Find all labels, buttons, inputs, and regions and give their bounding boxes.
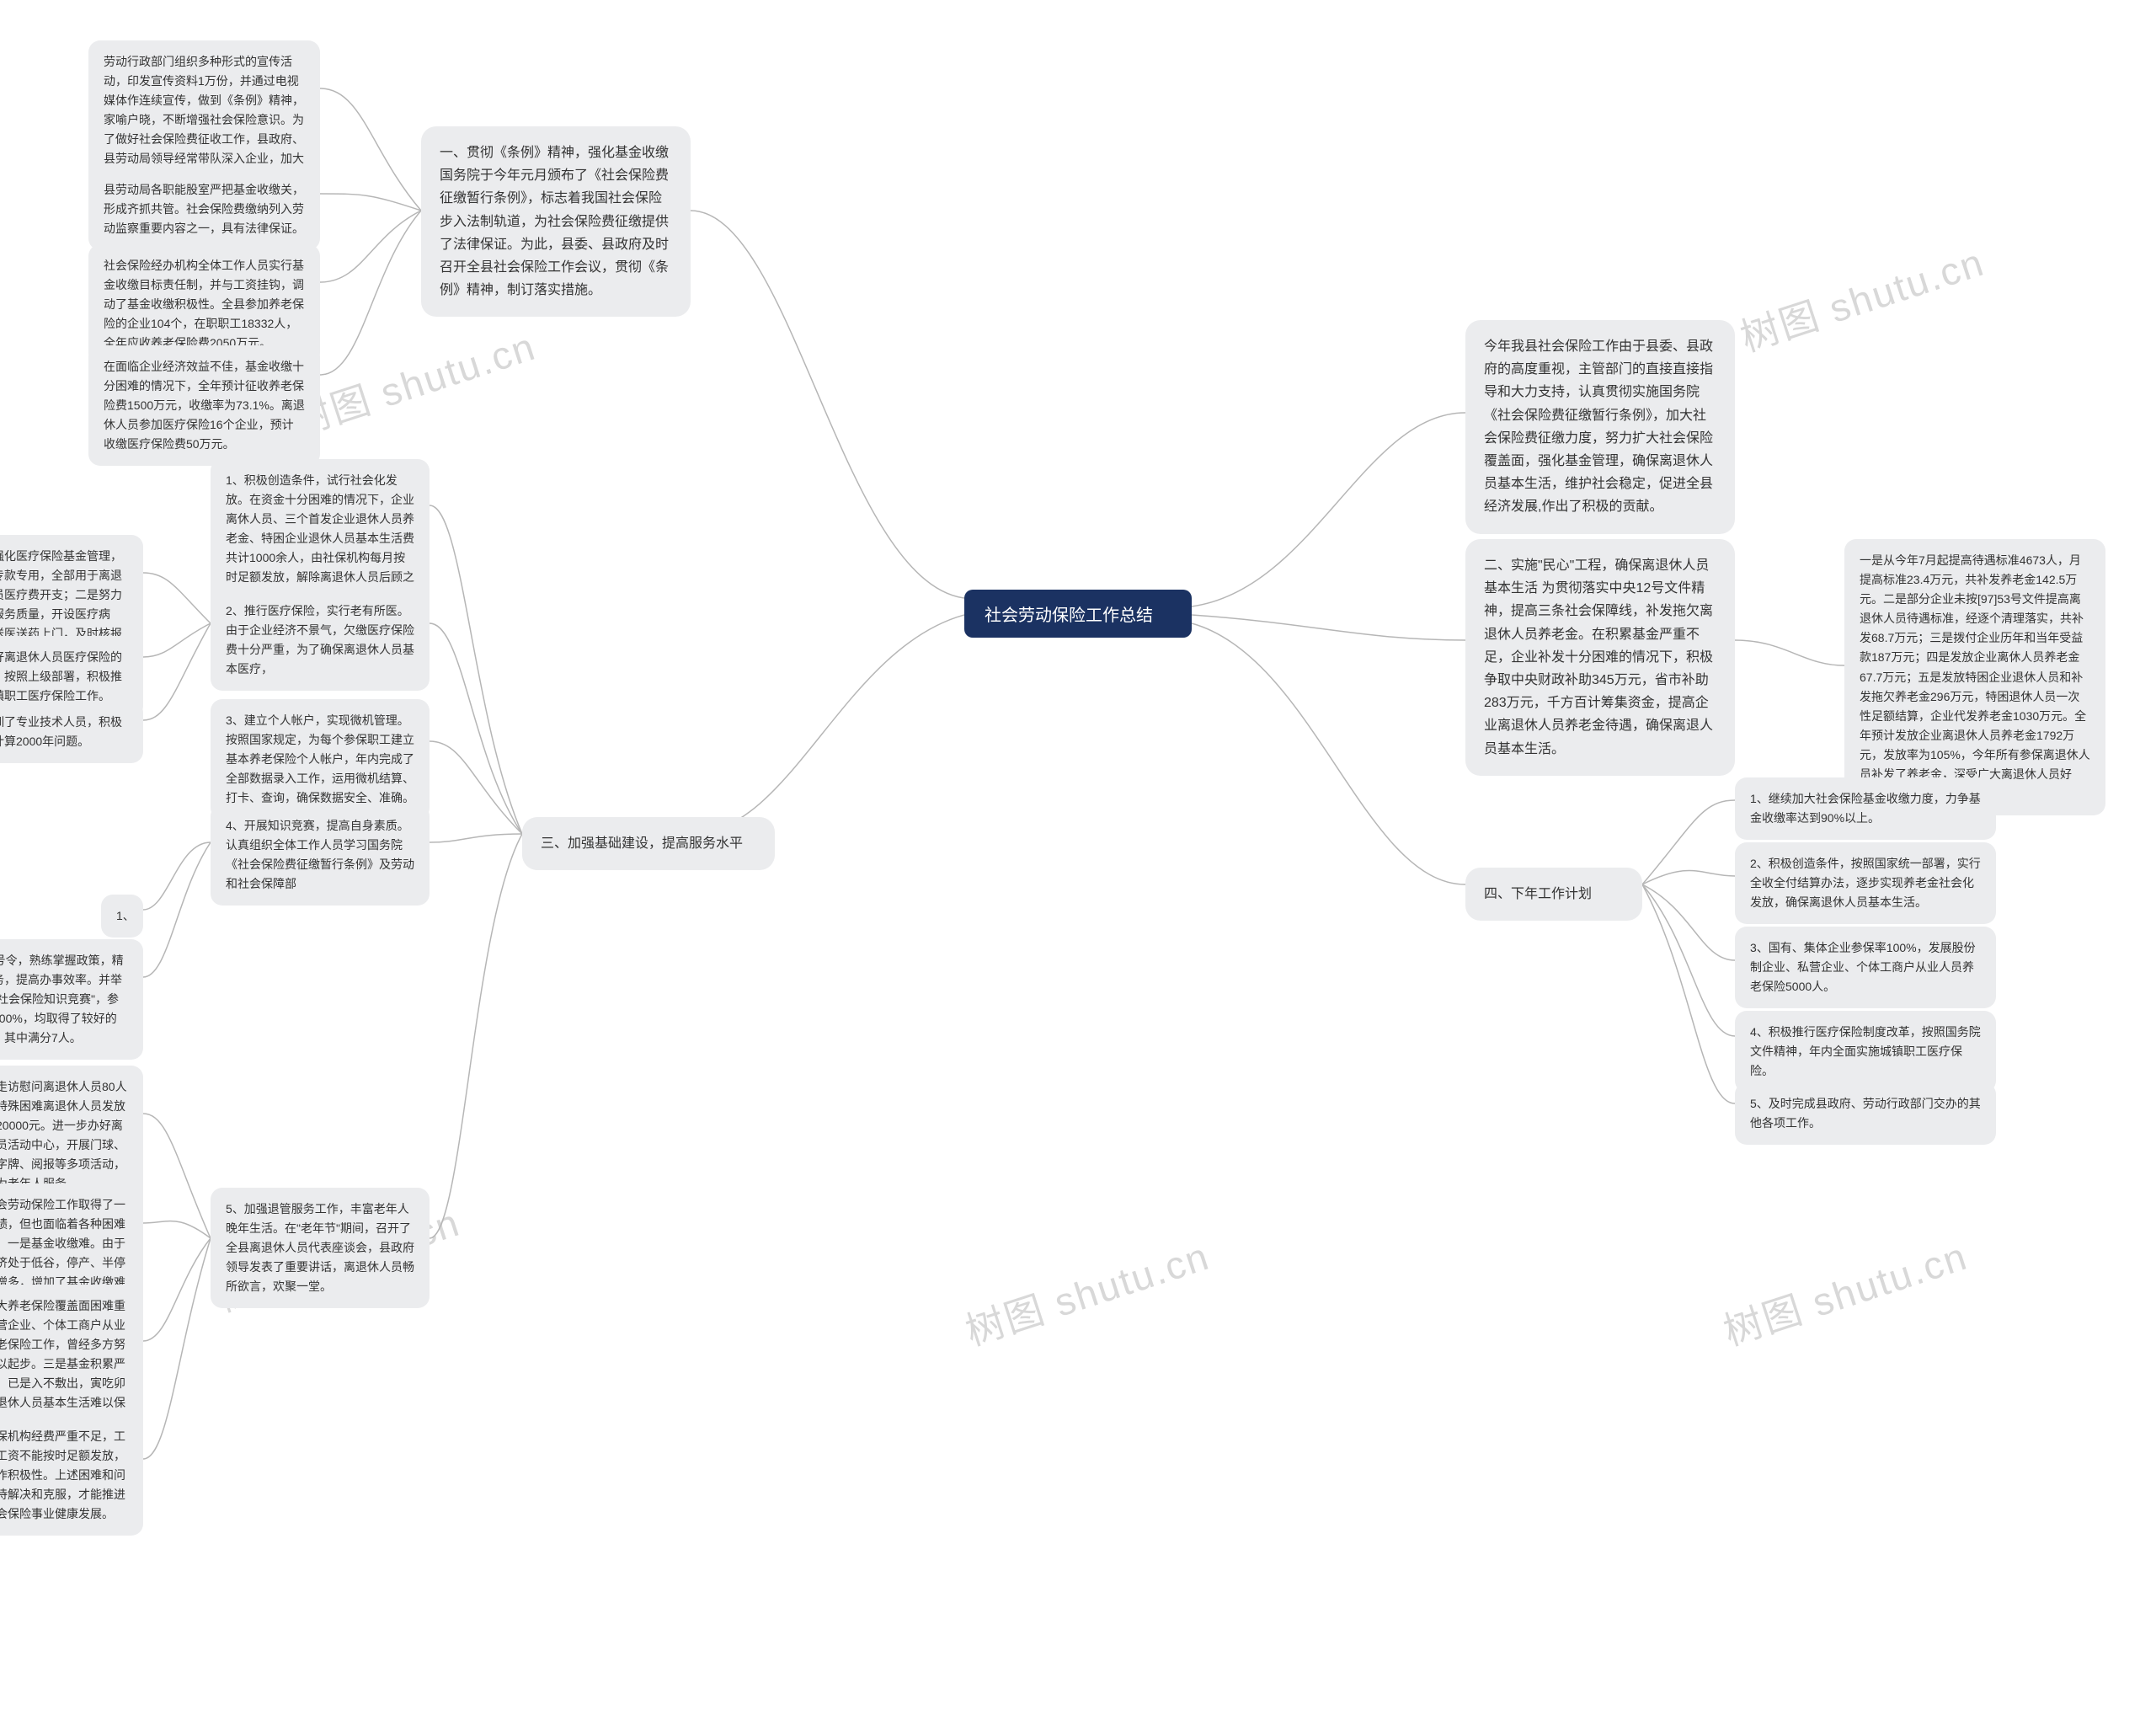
branch-3-leaf-4: 4、开展知识竞赛，提高自身素质。认真组织全体工作人员学习国务院《社会保险费征缴暂…	[211, 804, 430, 906]
branch-2: 二、实施"民心"工程，确保离退休人员基本生活 为贯彻落实中央12号文件精神，提高…	[1465, 539, 1735, 776]
watermark: 树图 shutu.cn	[284, 316, 542, 447]
branch-3-leaf-4-sub-1: 1、	[101, 895, 143, 938]
branch-1: 一、贯彻《条例》精神，强化基金收缴 国务院于今年元月颁布了《社会保险费征缴暂行条…	[421, 126, 691, 317]
branch-4-leaf-2: 2、积极创造条件，按照国家统一部署，实行全收全付结算办法，逐步实现养老金社会化发…	[1735, 842, 1996, 924]
branch-4-leaf-1: 1、继续加大社会保险基金收缴力度，力争基金收缴率达到90%以上。	[1735, 777, 1996, 840]
branch-intro: 今年我县社会保险工作由于县委、县政府的高度重视，主管部门的直接直接指导和大力支持…	[1465, 320, 1735, 534]
watermark: 树图 shutu.cn	[958, 1226, 1215, 1357]
branch-4: 四、下年工作计划	[1465, 868, 1642, 921]
branch-3-leaf-5: 5、加强退管服务工作，丰富老年人晚年生活。在"老年节"期间，召开了全县离退休人员…	[211, 1188, 430, 1308]
branch-3-leaf-2: 2、推行医疗保险，实行老有所医。由于企业经济不景气，欠缴医疗保险费十分严重，为了…	[211, 590, 430, 691]
watermark: 树图 shutu.cn	[1732, 232, 1990, 363]
watermark: 树图 shutu.cn	[1716, 1226, 1973, 1357]
branch-4-leaf-3: 3、国有、集体企业参保率100%，发展股份制企业、私营企业、个体工商户从业人员养…	[1735, 927, 1996, 1008]
branch-3-leaf-5-sub-4: 四是社保机构经费严重不足，工作人员工资不能按时足额发放，影响工作积极性。上述困难…	[0, 1415, 143, 1536]
branch-1-leaf-2: 县劳动局各职能股室严把基金收缴关，形成齐抓共管。社会保险费缴纳列入劳动监察重要内…	[88, 168, 320, 250]
branch-3: 三、加强基础建设，提高服务水平	[522, 817, 775, 870]
branch-3-leaf-2-sub-3: 并培训了专业技术人员，积极解决计算2000年问题。	[0, 701, 143, 763]
branch-4-leaf-5: 5、及时完成县政府、劳动行政部门交办的其他各项工作。	[1735, 1082, 1996, 1145]
branch-2-leaf: 一是从今年7月起提高待遇标准4673人，月提高标准23.4万元，共补发养老金14…	[1844, 539, 2105, 815]
branch-3-leaf-4-sub-2: 2、3号令，熟练掌握政策，精通业务，提高办事效率。并举办了"社会保险知识竞赛"，…	[0, 939, 143, 1060]
branch-3-leaf-3: 3、建立个人帐户，实现微机管理。按照国家规定，为每个参保职工建立基本养老保险个人…	[211, 699, 430, 820]
branch-4-leaf-4: 4、积极推行医疗保险制度改革，按照国务院文件精神，年内全面实施城镇职工医疗保险。	[1735, 1011, 1996, 1093]
branch-1-leaf-4: 在面临企业经济效益不佳，基金收缴十分困难的情况下，全年预计征收养老保险费1500…	[88, 345, 320, 466]
center-topic: 社会劳动保险工作总结	[964, 590, 1192, 638]
